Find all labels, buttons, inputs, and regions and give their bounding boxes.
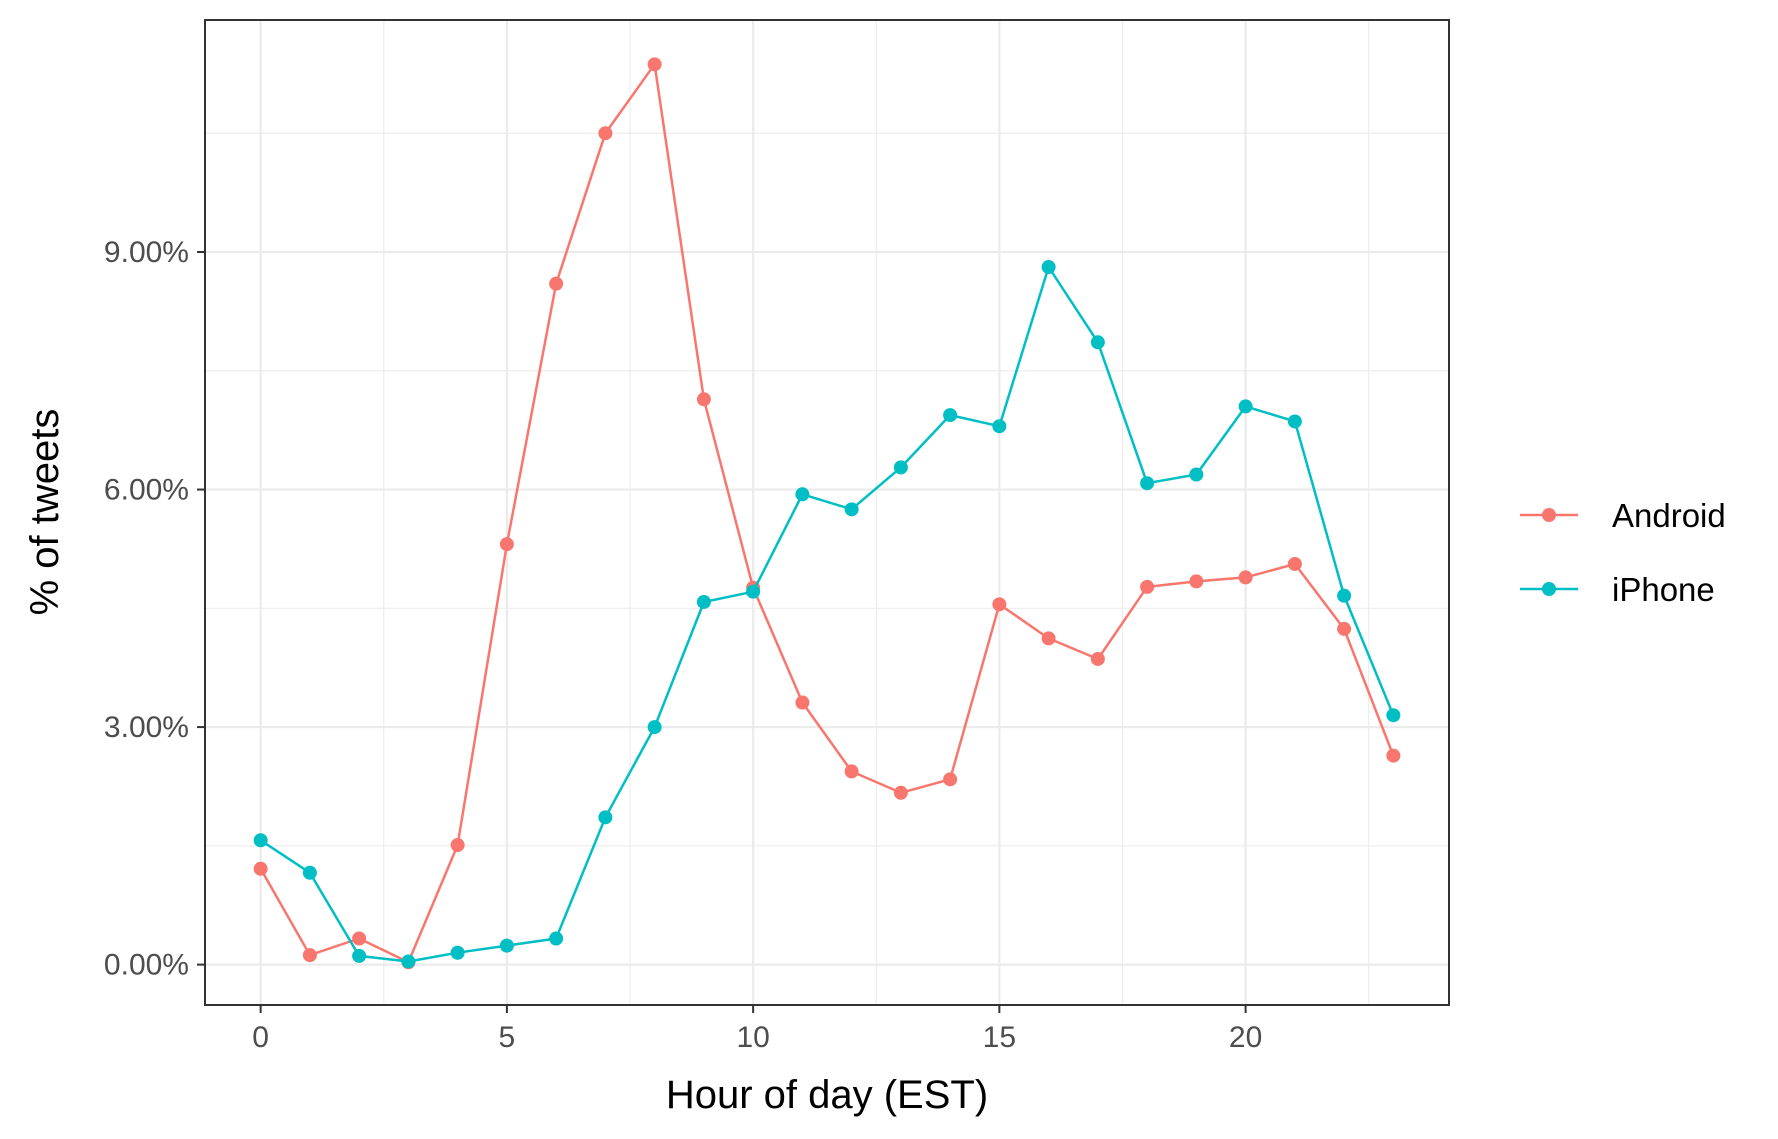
data-point-android <box>1140 579 1155 594</box>
data-point-android <box>893 785 908 800</box>
data-point-android <box>1238 570 1253 585</box>
data-point-android <box>302 948 317 963</box>
data-point-iphone <box>992 419 1007 434</box>
data-point-iphone <box>401 954 416 969</box>
data-point-android <box>992 597 1007 612</box>
data-point-iphone <box>696 594 711 609</box>
y-tick-label: 6.00% <box>104 474 189 507</box>
data-point-iphone <box>746 584 761 599</box>
x-tick-label: 10 <box>736 1021 769 1054</box>
legend-label: Android <box>1612 497 1726 534</box>
legend-key-point <box>1542 508 1556 522</box>
x-tick-label: 5 <box>499 1021 516 1054</box>
data-point-iphone <box>1386 708 1401 723</box>
x-tick-label: 20 <box>1229 1021 1262 1054</box>
legend-item-android: Android <box>1520 497 1726 534</box>
legend: Android iPhone <box>1520 497 1726 608</box>
series-iphone <box>253 260 1401 969</box>
data-point-android <box>647 57 662 72</box>
data-point-android <box>450 838 465 853</box>
data-point-android <box>598 126 613 141</box>
data-point-iphone <box>1337 588 1352 603</box>
data-point-iphone <box>450 945 465 960</box>
data-point-android <box>352 931 367 946</box>
data-point-iphone <box>1287 414 1302 429</box>
data-point-android <box>1386 748 1401 763</box>
y-tick-label: 9.00% <box>104 236 189 269</box>
data-point-iphone <box>598 810 613 825</box>
series-line-android <box>259 63 1395 964</box>
plot-border <box>204 19 1450 1006</box>
data-point-android <box>253 861 268 876</box>
data-point-iphone <box>1090 335 1105 350</box>
series-line-iphone <box>259 265 1395 963</box>
x-axis: 0 5 10 15 20 <box>252 1005 1262 1054</box>
data-point-iphone <box>943 408 958 423</box>
series-layer <box>253 57 1401 970</box>
legend-key-point <box>1542 582 1556 596</box>
data-point-iphone <box>1140 476 1155 491</box>
data-point-android <box>549 276 564 291</box>
data-point-iphone <box>352 948 367 963</box>
y-tick-label: 3.00% <box>104 711 189 744</box>
x-tick-label: 0 <box>252 1021 269 1054</box>
y-axis-title: % of tweets <box>23 409 67 616</box>
data-point-android <box>499 537 514 552</box>
data-point-android <box>1041 631 1056 646</box>
data-point-iphone <box>1189 467 1204 482</box>
data-point-iphone <box>1238 399 1253 414</box>
gridlines <box>205 20 1449 1005</box>
y-tick-label: 0.00% <box>104 949 189 982</box>
y-axis: 0.00% 3.00% 6.00% 9.00% <box>104 236 205 982</box>
data-point-android <box>943 772 958 787</box>
data-point-android <box>696 392 711 407</box>
data-point-iphone <box>499 938 514 953</box>
data-point-iphone <box>795 487 810 502</box>
data-point-iphone <box>549 931 564 946</box>
data-point-iphone <box>844 502 859 517</box>
data-point-iphone <box>302 865 317 880</box>
plot-background <box>205 20 1449 1005</box>
data-point-android <box>1337 621 1352 636</box>
data-point-iphone <box>647 720 662 735</box>
x-axis-title: Hour of day (EST) <box>666 1073 988 1117</box>
x-tick-label: 15 <box>983 1021 1016 1054</box>
legend-label: iPhone <box>1612 571 1715 608</box>
data-point-iphone <box>1041 260 1056 275</box>
legend-item-iphone: iPhone <box>1520 571 1715 608</box>
data-point-iphone <box>253 833 268 848</box>
data-point-android <box>1287 556 1302 571</box>
data-point-android <box>1090 651 1105 666</box>
data-point-iphone <box>893 460 908 475</box>
data-point-android <box>844 764 859 779</box>
data-point-android <box>1189 574 1204 589</box>
data-point-android <box>795 695 810 710</box>
